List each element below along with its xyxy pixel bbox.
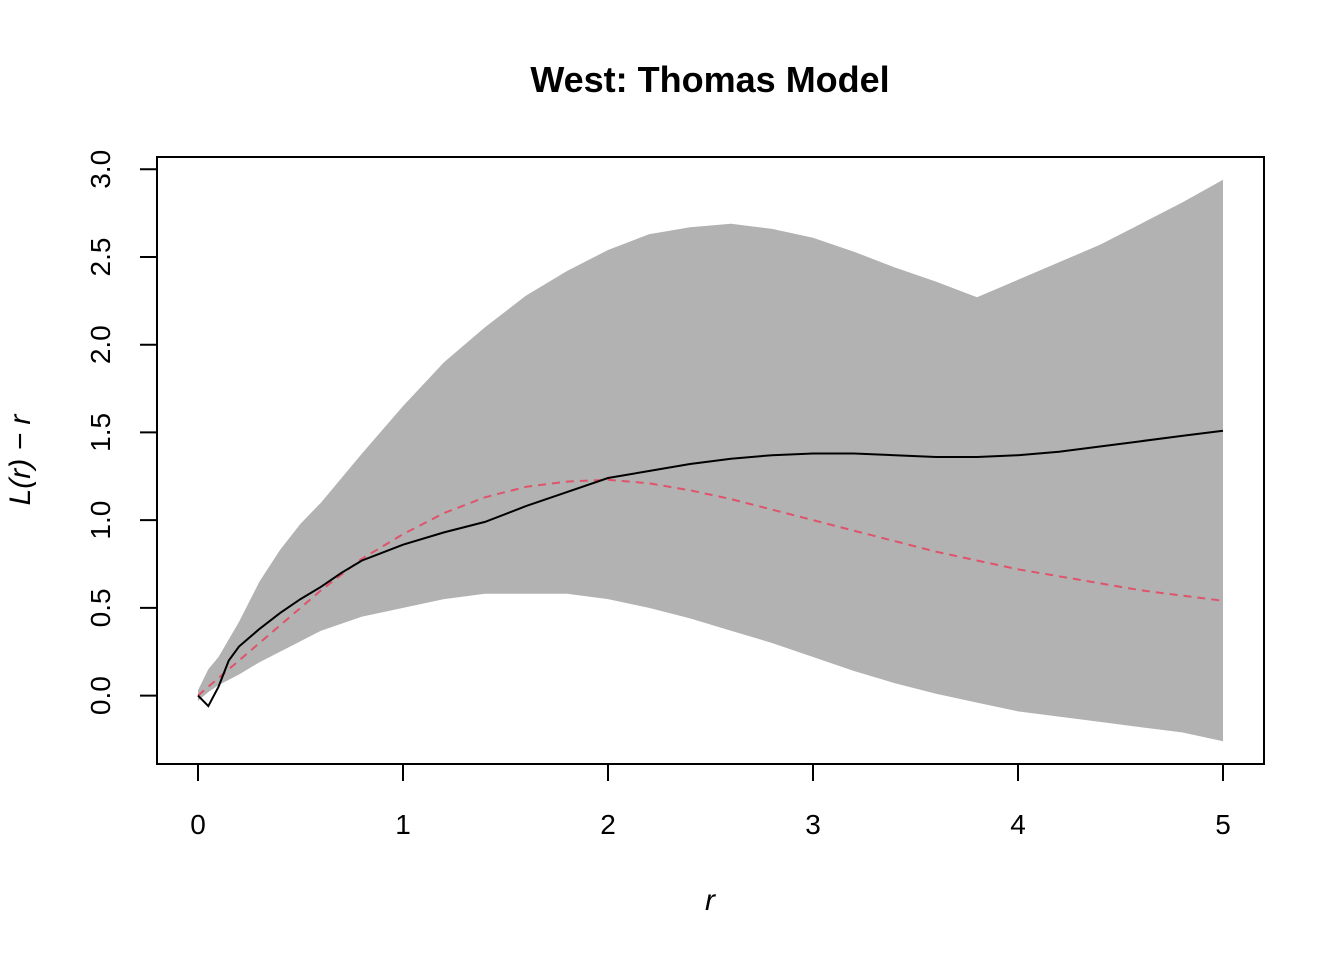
- y-tick-label: 1.0: [85, 501, 116, 540]
- x-tick-label: 3: [805, 809, 821, 840]
- x-tick-label: 1: [395, 809, 411, 840]
- series-line-1: [197, 478, 1224, 697]
- y-axis: 0.0 0.5 1.0 1.5 2.0 2.5 3.0: [85, 150, 158, 715]
- series-layer: [197, 429, 1224, 708]
- x-tick-label: 0: [190, 809, 206, 840]
- series-line-0: [197, 429, 1224, 708]
- chart-title: West: Thomas Model: [530, 59, 889, 100]
- y-tick-label: 1.5: [85, 413, 116, 452]
- y-tick-label: 2.0: [85, 325, 116, 364]
- y-tick-label: 0.0: [85, 676, 116, 715]
- x-tick-label: 4: [1010, 809, 1026, 840]
- y-tick-label: 0.5: [85, 588, 116, 627]
- y-tick-label: 3.0: [85, 150, 116, 189]
- y-tick-label: 2.5: [85, 238, 116, 277]
- x-tick-label: 5: [1215, 809, 1231, 840]
- y-axis-label: L(r) − r: [4, 414, 37, 506]
- x-axis-label: r: [705, 884, 716, 917]
- x-axis: 0 1 2 3 4 5: [190, 763, 1231, 840]
- x-tick-label: 2: [600, 809, 616, 840]
